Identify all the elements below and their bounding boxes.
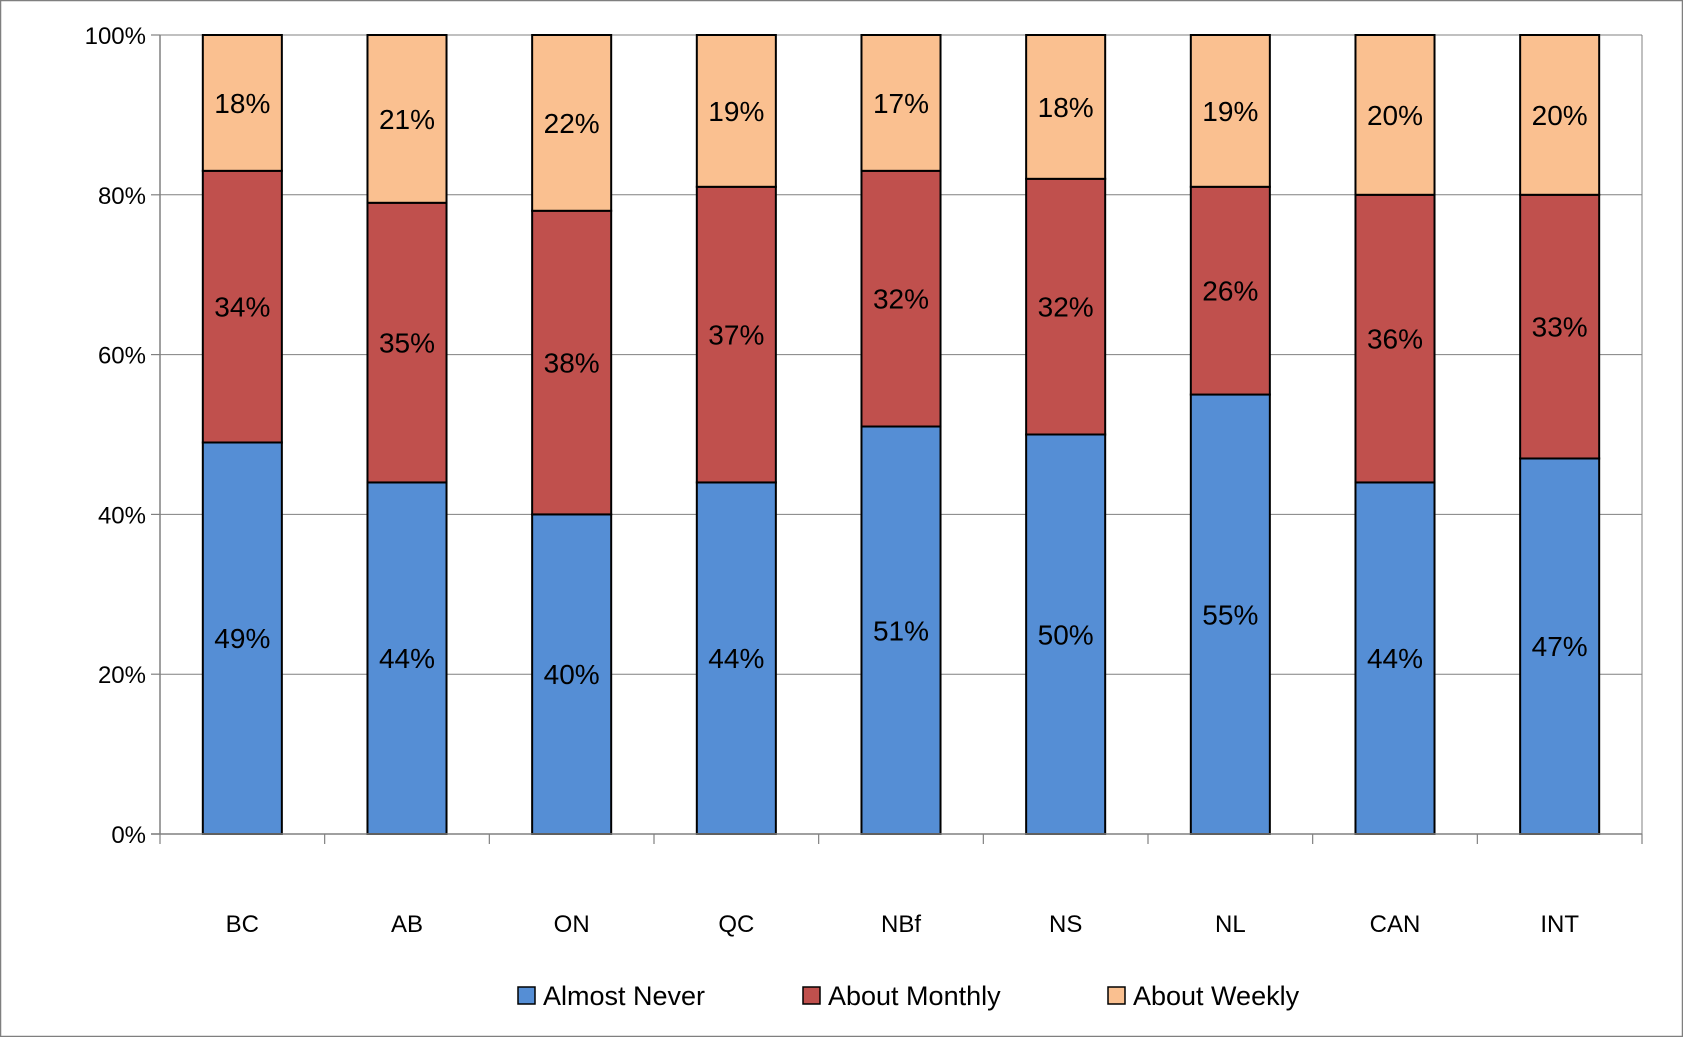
y-tick-label: 20%: [98, 662, 146, 689]
data-label: 19%: [708, 96, 764, 127]
data-label: 32%: [1038, 292, 1094, 323]
y-tick-label: 60%: [98, 343, 146, 370]
x-tick-label: NBf: [881, 911, 921, 938]
bar-segment: [695, 185, 777, 484]
x-tick-label: ON: [554, 911, 590, 938]
bar-segment: [366, 201, 448, 484]
bar-segment: [1189, 393, 1271, 835]
data-label: 44%: [708, 643, 764, 674]
bar-segment: [1519, 34, 1601, 196]
data-label: 51%: [873, 615, 929, 646]
bar-segment: [1519, 193, 1601, 460]
x-tick-label: NS: [1049, 911, 1082, 938]
data-label: 34%: [214, 292, 270, 323]
x-tick-label: AB: [391, 911, 423, 938]
y-tick-label: 80%: [98, 183, 146, 210]
bar-segment: [695, 34, 777, 188]
data-label: 55%: [1202, 599, 1258, 630]
legend-swatch: [802, 986, 821, 1005]
bar-segment: [1354, 34, 1436, 196]
data-label: 21%: [379, 104, 435, 135]
y-tick-label: 0%: [111, 822, 146, 849]
data-label: 18%: [1038, 92, 1094, 123]
x-tick-label: INT: [1540, 911, 1579, 938]
bar-segment: [1025, 177, 1107, 436]
bar-segment: [1189, 34, 1271, 188]
data-label: 44%: [1367, 643, 1423, 674]
legend-swatch: [1107, 986, 1126, 1005]
bar-segment: [1354, 193, 1436, 484]
data-label: 50%: [1038, 619, 1094, 650]
bar-segment: [860, 169, 942, 428]
bar-segment: [531, 513, 613, 836]
x-tick-label: CAN: [1370, 911, 1421, 938]
legend-entry: Almost Never: [543, 981, 705, 1011]
legend-entry: About Weekly: [1133, 981, 1300, 1011]
y-tick-label: 40%: [98, 502, 146, 529]
data-label: 33%: [1532, 312, 1588, 343]
data-label: 37%: [708, 320, 764, 351]
data-label: 17%: [873, 88, 929, 119]
data-label: 19%: [1202, 96, 1258, 127]
y-tick-label: 100%: [85, 23, 146, 50]
data-label: 40%: [544, 659, 600, 690]
x-tick-label: NL: [1215, 911, 1246, 938]
data-label: 32%: [873, 284, 929, 315]
bar-segment: [201, 34, 283, 172]
data-label: 22%: [544, 108, 600, 139]
legend-swatch: [517, 986, 536, 1005]
legend-entry: About Monthly: [828, 981, 1001, 1011]
data-label: 35%: [379, 328, 435, 359]
data-label: 20%: [1367, 100, 1423, 131]
data-label: 44%: [379, 643, 435, 674]
bar-segment: [1519, 457, 1601, 835]
data-label: 26%: [1202, 276, 1258, 307]
data-label: 49%: [214, 623, 270, 654]
data-label: 18%: [214, 88, 270, 119]
data-label: 36%: [1367, 324, 1423, 355]
bar-segment: [695, 481, 777, 835]
bar-segment: [1025, 34, 1107, 180]
data-label: 47%: [1532, 631, 1588, 662]
bar-segment: [1354, 481, 1436, 835]
bar-segment: [860, 34, 942, 172]
bar-segment: [366, 34, 448, 204]
data-label: 38%: [544, 348, 600, 379]
data-label: 20%: [1532, 100, 1588, 131]
x-tick-label: QC: [718, 911, 754, 938]
bar-segment: [1025, 433, 1107, 835]
x-tick-label: BC: [226, 911, 259, 938]
bar-segment: [1189, 185, 1271, 396]
bar-segment: [531, 34, 613, 212]
